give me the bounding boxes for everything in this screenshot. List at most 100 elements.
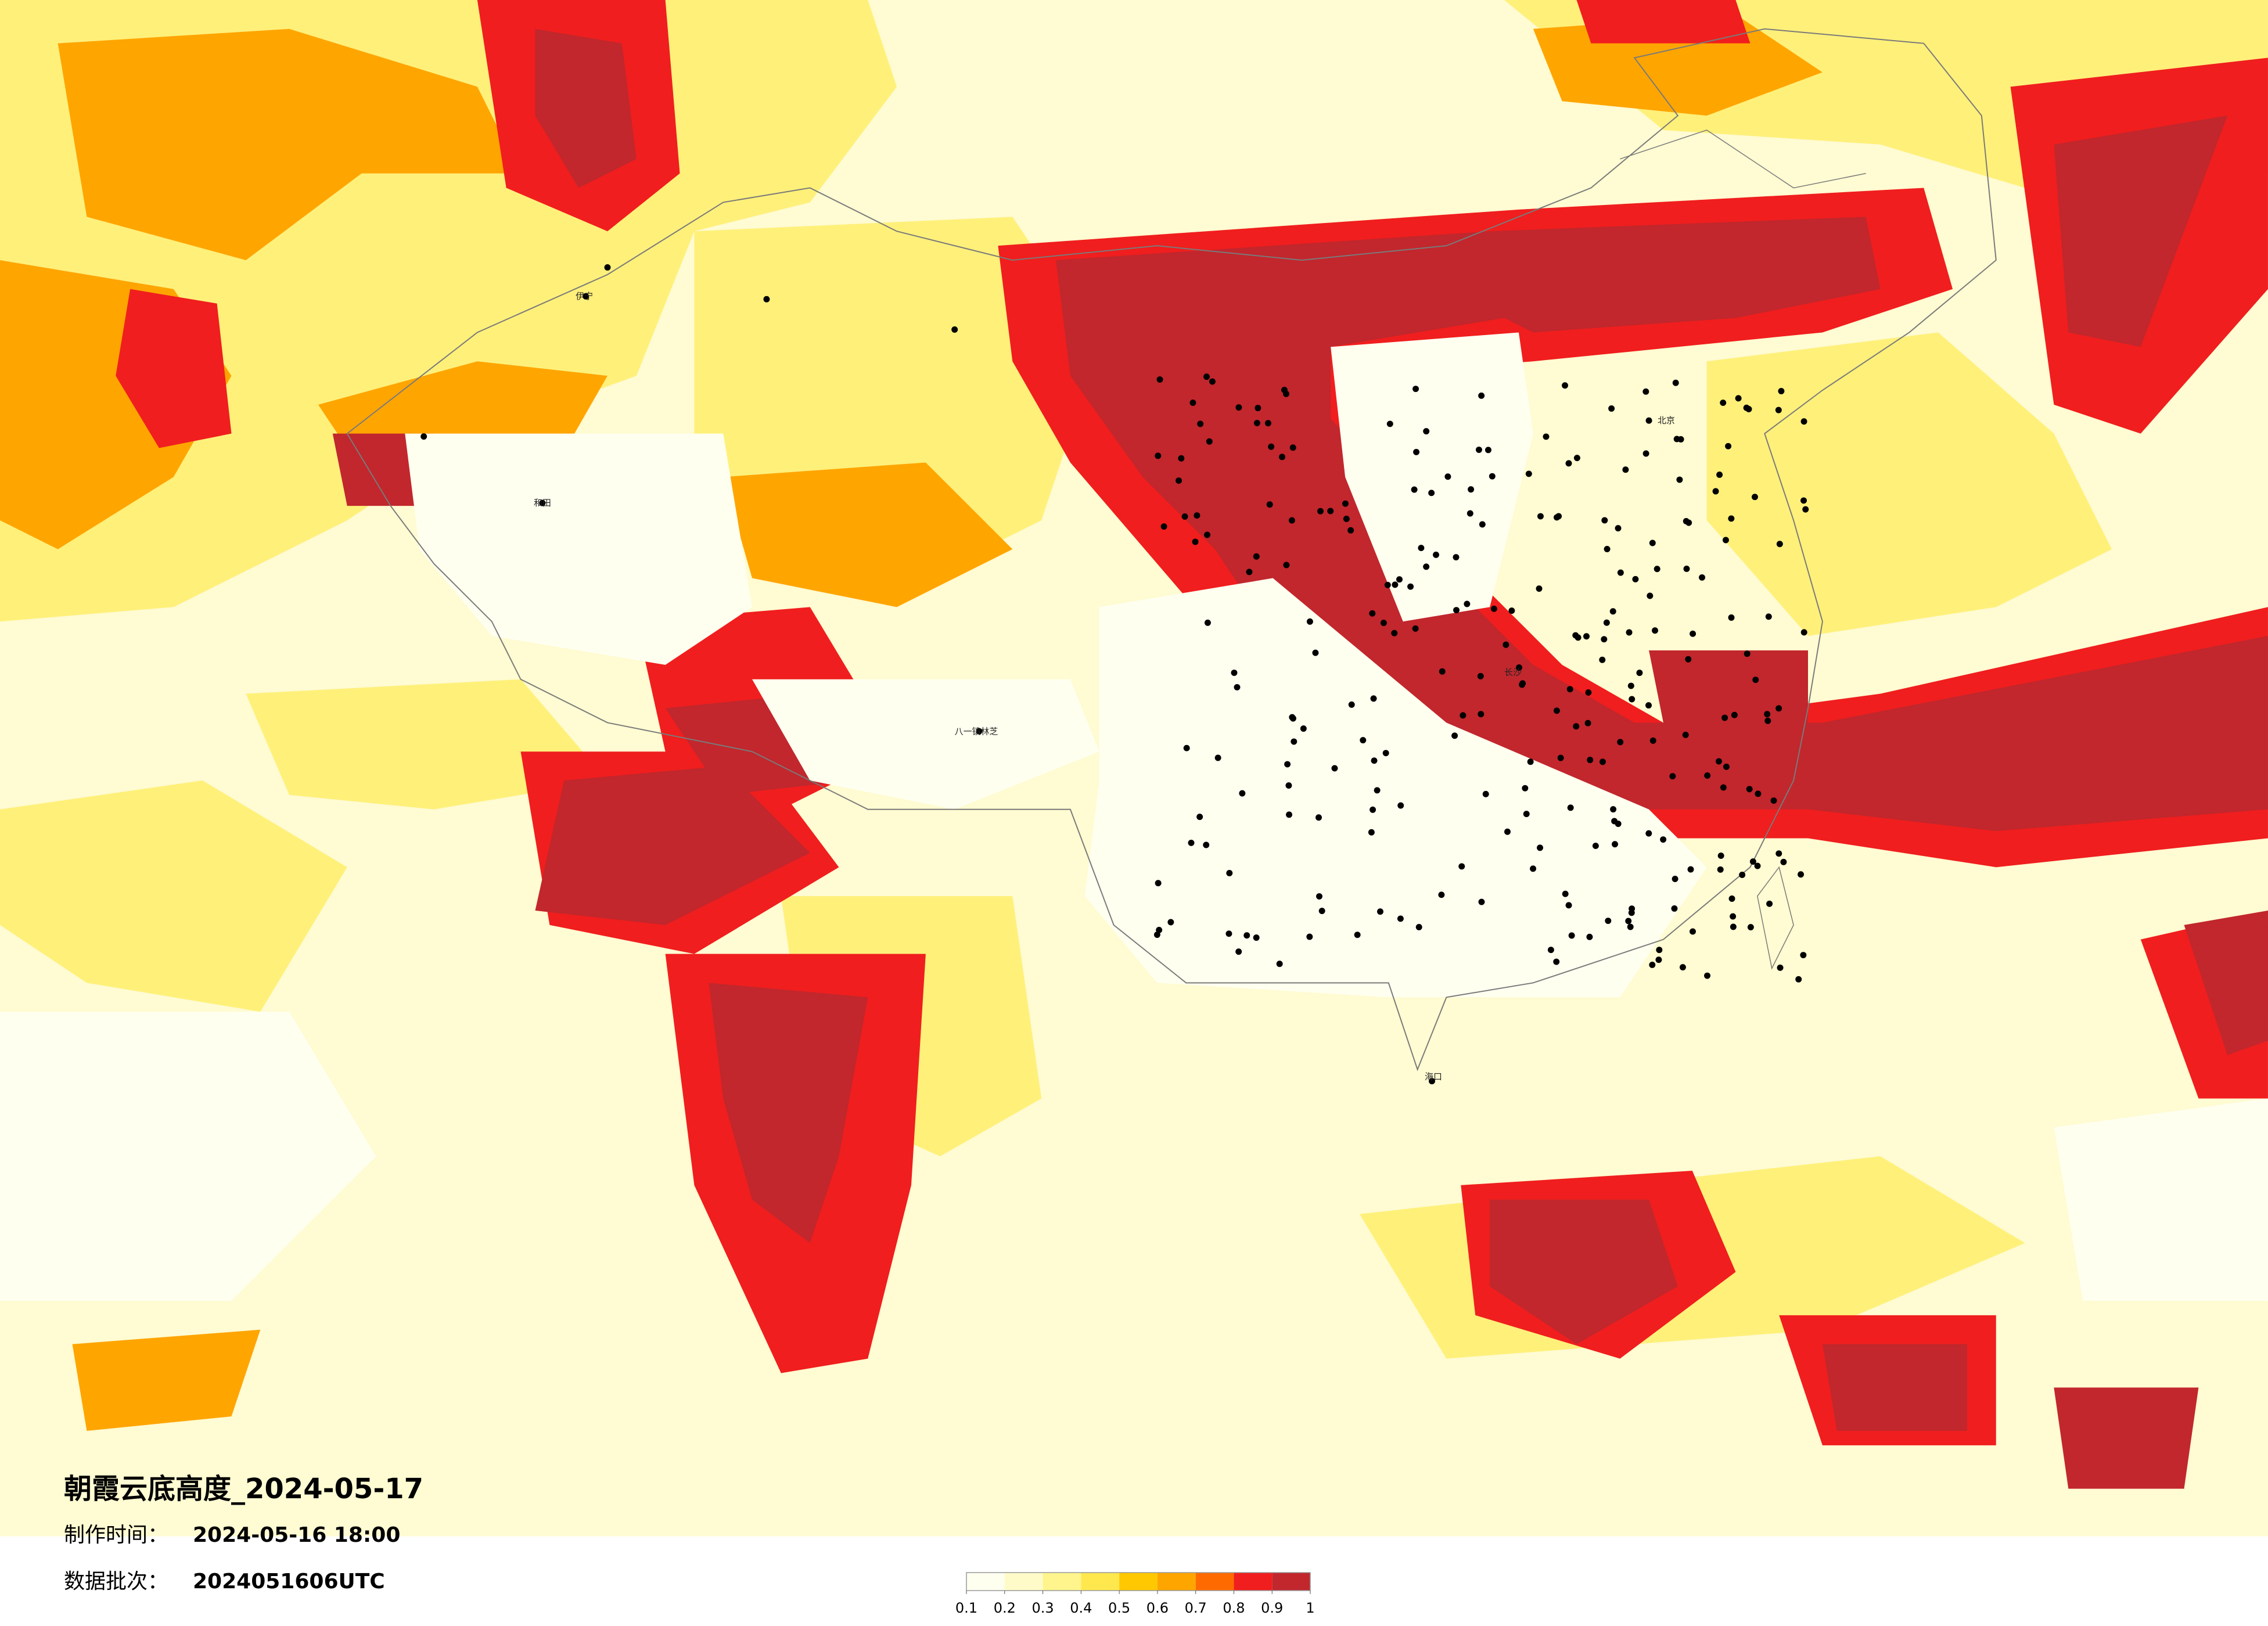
city-dot xyxy=(1749,858,1756,865)
city-dot xyxy=(1800,418,1807,425)
city-dot xyxy=(1235,948,1242,955)
city-dot xyxy=(1728,515,1735,522)
city-dot xyxy=(1649,961,1656,968)
city-dot xyxy=(1604,545,1611,552)
city-dot xyxy=(1612,841,1619,848)
city-dot xyxy=(1739,871,1746,878)
city-dot xyxy=(1583,633,1590,640)
city-dot xyxy=(1627,682,1634,689)
batch-value: 2024051606UTC xyxy=(193,1570,385,1593)
city-dot xyxy=(1522,785,1529,792)
city-dot xyxy=(1543,433,1550,440)
city-dot xyxy=(1555,513,1562,520)
city-dot xyxy=(1397,802,1404,809)
city-dot xyxy=(1699,574,1705,581)
city-dot xyxy=(1167,919,1174,926)
city-dot xyxy=(1415,923,1422,930)
city-dot xyxy=(951,326,958,333)
city-dot xyxy=(1645,830,1652,837)
city-dot xyxy=(1160,523,1167,530)
city-dot xyxy=(1728,614,1735,621)
city-dot xyxy=(1628,909,1635,916)
city-dot xyxy=(1795,976,1802,983)
city-dot xyxy=(1453,607,1460,614)
city-dot xyxy=(1176,477,1182,484)
city-dot xyxy=(1599,656,1606,663)
colorbar: 0.1 0.2 0.3 0.4 0.5 0.6 0.7 0.8 0.9 1 xyxy=(955,1572,1315,1616)
city-dot xyxy=(1671,905,1678,912)
city-dot xyxy=(1717,852,1724,859)
colorbar-swatch xyxy=(1043,1573,1081,1591)
city-dot xyxy=(1679,964,1686,971)
city-dot xyxy=(1343,516,1350,522)
city-dot xyxy=(1189,400,1196,406)
city-dot xyxy=(1246,569,1253,575)
city-dot xyxy=(1765,613,1772,620)
city-dot xyxy=(1557,754,1564,761)
colorbar-tick-label: 0.2 xyxy=(994,1600,1016,1616)
city-dot xyxy=(1204,619,1211,626)
city-dot xyxy=(1642,450,1649,457)
city-dot xyxy=(1754,862,1761,869)
city-dot xyxy=(1647,592,1654,599)
border xyxy=(1620,129,1866,189)
city-dot xyxy=(1766,900,1773,907)
city-dot xyxy=(1327,508,1334,515)
city-dot xyxy=(1622,466,1629,473)
city-dot xyxy=(1683,517,1690,524)
city-dot xyxy=(1439,668,1446,675)
city-dot xyxy=(1725,443,1732,449)
city-dot xyxy=(1573,455,1580,462)
city-dot xyxy=(1285,782,1292,789)
city-dot xyxy=(1243,932,1250,939)
city-dot xyxy=(1609,608,1616,615)
city-label: 长沙 xyxy=(1504,667,1522,677)
city-dot xyxy=(1370,695,1377,702)
city-dot xyxy=(1291,738,1297,745)
city-dot xyxy=(539,499,546,506)
city-dot xyxy=(1682,732,1689,738)
city-dot xyxy=(1451,732,1458,739)
city-dot xyxy=(1478,711,1485,718)
city-dot xyxy=(1478,392,1485,399)
city-dot xyxy=(1562,890,1569,897)
city-dot xyxy=(1642,388,1649,395)
colorbar-frame xyxy=(966,1572,1311,1591)
city-dot xyxy=(1605,918,1612,924)
city-dot xyxy=(420,433,427,440)
city-dot xyxy=(1586,933,1593,940)
city-dot xyxy=(1192,538,1199,545)
city-dot xyxy=(1608,405,1615,412)
made-time-value: 2024-05-16 18:00 xyxy=(193,1523,400,1547)
city-dot xyxy=(1625,918,1632,924)
city-dot xyxy=(1508,607,1515,614)
city-label: 海口 xyxy=(1425,1071,1442,1082)
city-dot xyxy=(1482,790,1489,797)
city-dot xyxy=(1386,420,1393,427)
map-title: 朝霞云底高度_2024-05-17 xyxy=(64,1473,423,1505)
city-dot xyxy=(1660,836,1667,843)
city-dot xyxy=(1654,566,1660,573)
city-dot xyxy=(1523,811,1530,818)
city-dot xyxy=(1283,562,1290,569)
city-dot xyxy=(1636,670,1643,677)
city-dot xyxy=(1603,619,1610,626)
city-dot xyxy=(1599,758,1606,765)
city-dot xyxy=(976,728,983,735)
city-dot xyxy=(1194,512,1201,519)
city-dot xyxy=(1519,680,1526,687)
city-dot xyxy=(1478,898,1485,905)
city-dot xyxy=(1764,717,1771,724)
city-dot xyxy=(1744,650,1751,657)
city-dot xyxy=(1802,506,1809,513)
colorbar-swatch xyxy=(1234,1573,1273,1591)
city-dot xyxy=(1412,625,1419,632)
city-dot xyxy=(1235,404,1242,411)
city-dot xyxy=(1468,486,1475,493)
city-dot xyxy=(1776,541,1783,548)
city-dot xyxy=(1306,618,1313,625)
city-dot xyxy=(1770,797,1777,804)
city-dot xyxy=(1536,585,1543,592)
field-clear xyxy=(0,332,2268,1301)
